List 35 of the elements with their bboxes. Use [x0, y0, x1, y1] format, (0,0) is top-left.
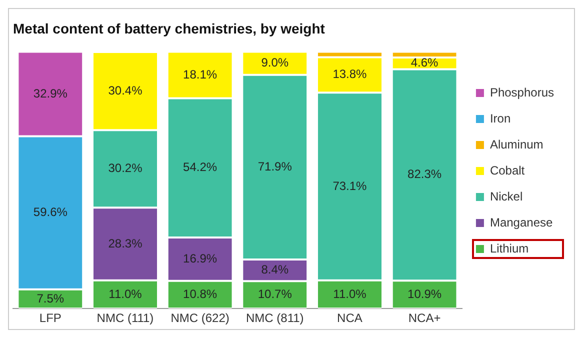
legend-label: Iron [490, 111, 511, 126]
x-tick-label: NCA [337, 311, 362, 326]
legend-label: Aluminum [490, 137, 544, 152]
data-label: 11.0% [333, 286, 367, 301]
legend-label: Lithium [490, 241, 529, 256]
data-label: 28.3% [108, 236, 143, 250]
data-label: 10.9% [408, 286, 442, 301]
legend-label: Cobalt [490, 163, 526, 178]
x-tick-label: NCA+ [408, 311, 441, 326]
data-label: 16.9% [183, 251, 218, 266]
data-label: 11.0% [108, 286, 142, 301]
data-label: 59.6% [33, 205, 68, 220]
data-label: 73.1% [332, 178, 368, 193]
x-tick-label: NMC (111) [96, 311, 154, 326]
data-label: 30.4% [108, 83, 143, 98]
x-tick-label: NMC (811) [246, 311, 304, 326]
legend-label: Manganese [490, 215, 553, 230]
data-label: 7.5% [36, 291, 64, 306]
data-label: 10.8% [183, 287, 218, 302]
data-label: 71.9% [258, 160, 292, 174]
data-label: 30.2% [108, 161, 143, 176]
data-label: 9.0% [261, 56, 289, 70]
data-label: 8.4% [261, 262, 289, 277]
legend-label: Phosphorus [490, 85, 554, 100]
x-tick-label: NMC (622) [170, 311, 230, 326]
data-label: 4.6% [410, 56, 439, 70]
data-label: 54.2% [183, 160, 218, 174]
chart-title: Metal content of battery chemistries, by weight [13, 20, 326, 36]
data-label: 82.3% [408, 167, 442, 182]
x-tick-label: LFP [39, 311, 62, 326]
data-label: 18.1% [183, 67, 218, 82]
data-label: 13.8% [332, 67, 368, 82]
data-label: 10.7% [258, 287, 292, 302]
legend-label: Nickel [490, 189, 523, 204]
data-label: 32.9% [33, 86, 68, 100]
